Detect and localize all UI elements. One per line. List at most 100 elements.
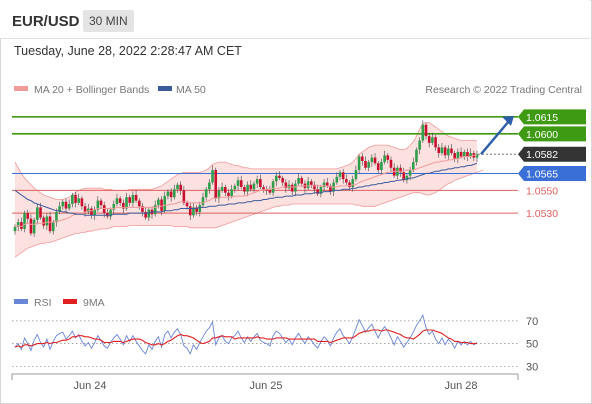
candle-32: [115, 198, 119, 205]
candle-122: [402, 172, 406, 181]
candle-49: [169, 191, 173, 198]
candle-82: [274, 175, 278, 182]
candle-54: [185, 202, 189, 207]
candle-67: [227, 192, 230, 197]
candle-16: [64, 201, 68, 209]
candle-142: [466, 151, 469, 157]
legend-label-rsi-ma: 9MA: [83, 297, 105, 309]
candle-56: [192, 207, 195, 216]
candle-112: [370, 157, 374, 163]
candle-71: [239, 180, 243, 188]
candle-93: [310, 181, 313, 185]
candle-127: [418, 140, 421, 150]
price-tag-1.0615: [518, 109, 586, 125]
symbol-title: EUR/USD: [12, 13, 80, 30]
candle-12: [51, 222, 55, 232]
candle-139: [456, 151, 460, 159]
candle-140: [459, 151, 463, 157]
candle-118: [389, 159, 393, 168]
rsi-series-rsi: [14, 313, 478, 356]
candle-3: [23, 213, 26, 229]
candle-10: [45, 216, 49, 226]
candle-106: [351, 179, 355, 188]
candle-80: [268, 190, 272, 193]
candle-63: [214, 170, 218, 199]
legend-swatch-ma20: [14, 86, 28, 91]
candle-78: [262, 187, 265, 190]
candle-135: [443, 147, 447, 156]
candle-60: [204, 189, 208, 198]
candle-96: [319, 187, 323, 194]
bollinger-lower-line: [14, 169, 484, 258]
forecast-arrow-head: [502, 115, 514, 126]
candle-59: [201, 197, 205, 206]
candle-27: [99, 200, 103, 206]
candle-107: [354, 170, 358, 180]
candle-21: [80, 198, 84, 207]
candle-75: [252, 183, 256, 190]
candle-8: [39, 207, 42, 218]
candle-124: [408, 170, 412, 176]
candle-38: [134, 194, 138, 201]
candle-40: [141, 206, 144, 212]
candle-11: [48, 216, 52, 232]
candle-86: [287, 184, 291, 189]
candle-39: [137, 200, 141, 207]
candle-0: [13, 226, 17, 232]
candle-68: [230, 189, 233, 197]
ma20-line: [14, 154, 477, 228]
candle-57: [195, 207, 198, 212]
candle-90: [300, 177, 304, 184]
candle-58: [198, 205, 202, 212]
forecast-arrow-shaft: [480, 119, 511, 155]
x-tick-label-0: Jun 24: [73, 380, 106, 392]
candle-92: [306, 181, 310, 189]
candle-98: [325, 182, 329, 186]
chart-datetime: Tuesday, June 28, 2022 2:28:47 AM CET: [14, 44, 242, 58]
price-label-1.0550: 1.0550: [526, 185, 558, 197]
candle-87: [290, 184, 294, 192]
candle-55: [188, 206, 192, 216]
x-tick-label-1: Jun 25: [249, 380, 282, 392]
candle-103: [341, 172, 345, 180]
candle-36: [128, 197, 132, 203]
candle-94: [313, 184, 316, 190]
candle-44: [153, 205, 157, 215]
candle-120: [396, 167, 399, 176]
candle-109: [360, 156, 364, 161]
candle-101: [335, 176, 339, 183]
candle-77: [259, 179, 262, 188]
candle-73: [246, 184, 249, 192]
header-bar: EUR/USD 30 MIN: [0, 0, 590, 39]
candle-126: [415, 149, 418, 163]
candle-121: [399, 167, 402, 173]
candle-102: [338, 172, 342, 177]
candle-45: [157, 199, 160, 206]
candle-2: [20, 222, 23, 229]
legend-swatch-rsi: [14, 299, 28, 304]
legend-label-ma50: MA 50: [176, 84, 206, 96]
candle-28: [102, 205, 106, 214]
candle-138: [453, 153, 456, 159]
candle-88: [294, 183, 297, 192]
candle-76: [255, 179, 259, 184]
candle-132: [434, 137, 437, 148]
x-axis: Jun 24 Jun 25 Jun 28: [11, 373, 519, 392]
candle-66: [223, 187, 227, 193]
price-legend: MA 20 + Bollinger Bands MA 50 Research ©…: [14, 84, 582, 96]
price-label-1.0565: 1.0565: [526, 168, 558, 180]
candle-131: [431, 137, 434, 143]
candle-97: [322, 182, 326, 188]
candle-5: [29, 218, 33, 234]
candle-42: [147, 209, 151, 218]
candle-119: [392, 167, 396, 176]
candle-7: [36, 207, 39, 220]
timeframe-badge[interactable]: 30 MIN: [83, 10, 134, 32]
candle-50: [173, 189, 176, 198]
rsi-panel: 70 50 30: [12, 313, 538, 373]
candle-18: [71, 194, 74, 205]
candle-30: [109, 209, 112, 217]
candle-31: [112, 204, 116, 210]
candle-89: [297, 177, 300, 184]
candle-136: [447, 148, 450, 156]
